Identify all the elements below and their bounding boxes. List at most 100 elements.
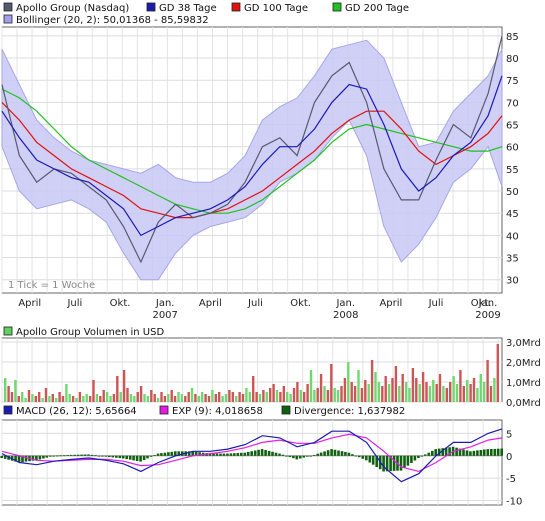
divergence-bar [486, 449, 490, 456]
volume-bar [258, 394, 262, 402]
volume-bar [353, 386, 357, 402]
divergence-bar [406, 455, 410, 466]
volume-bar [496, 344, 499, 402]
volume-bar [75, 398, 78, 402]
volume-bar [411, 368, 415, 402]
volume-bar [241, 394, 245, 402]
y-tick-label: 5 [506, 429, 512, 440]
volume-bar [313, 390, 316, 402]
volume-bar [143, 394, 146, 402]
divergence-bar [226, 453, 229, 456]
x-tick-label: Okt. [290, 298, 311, 309]
volume-bar [184, 396, 187, 402]
volume-bar [316, 388, 319, 402]
volume-bar [31, 394, 34, 402]
divergence-bar [500, 448, 503, 456]
x-tick-label: April [18, 298, 41, 309]
divergence-bar [24, 455, 28, 462]
volume-bar [105, 392, 109, 402]
divergence-bar [38, 455, 42, 460]
divergence-bar [496, 448, 500, 456]
divergence-bar [462, 449, 465, 456]
divergence-bar [413, 455, 417, 461]
volume-bar [279, 392, 282, 402]
divergence-bar [385, 455, 389, 472]
divergence-bar [108, 455, 111, 458]
divergence-bar [330, 449, 333, 456]
volume-bar [381, 386, 384, 402]
volume-bar [370, 360, 374, 402]
volume-bar [330, 364, 333, 402]
volume-bar [88, 396, 92, 402]
volume-bar [92, 380, 95, 402]
divergence-bar [465, 450, 469, 456]
volume-bar [462, 386, 465, 402]
divergence-bar [191, 451, 194, 456]
y-tick-label: 55 [506, 165, 519, 176]
divergence-bar [17, 455, 21, 463]
y-tick-label: 80 [506, 54, 519, 65]
volume-bar [231, 392, 234, 402]
volume-bar [214, 394, 217, 402]
volume-bar [129, 394, 133, 402]
x-tick-label: April [379, 298, 402, 309]
divergence-bar [483, 449, 486, 456]
plot-frame [1, 419, 503, 506]
divergence-bar [257, 449, 260, 456]
y-tick-label: 70 [506, 98, 519, 109]
divergence-bar [292, 455, 295, 459]
volume-bar [61, 396, 65, 402]
volume-bar [319, 374, 323, 402]
divergence-bar [66, 455, 69, 456]
volume-bar [459, 370, 462, 402]
y-tick-label: 75 [506, 76, 519, 87]
volume-bar [173, 396, 177, 402]
divergence-bar [229, 453, 233, 456]
divergence-bar [118, 455, 122, 459]
volume-bar [119, 392, 122, 402]
y-tick-label: 60 [506, 143, 519, 154]
volume-bar [401, 374, 404, 402]
divergence-bar [274, 452, 278, 456]
divergence-bar [271, 451, 274, 456]
divergence-bar [111, 455, 115, 458]
volume-bar [333, 388, 336, 402]
volume-bar [109, 396, 112, 402]
divergence-bar [49, 455, 52, 457]
legend-label: EXP (9): 4,018658 [172, 406, 263, 417]
legend-label: GD 200 Tage [345, 3, 409, 14]
divergence-bar [250, 451, 253, 456]
volume-bar [41, 398, 44, 402]
x-tick-label: Juli [428, 298, 444, 309]
volume-bar [486, 360, 489, 402]
divergence-bar [42, 455, 45, 459]
volume-bar [432, 380, 435, 402]
volume-bar [343, 378, 347, 402]
divergence-bar [354, 455, 358, 457]
volume-bar [126, 388, 129, 402]
volume-bar [306, 384, 309, 402]
volume-bar [65, 384, 68, 402]
volume-bar [421, 372, 425, 402]
volume-bar [180, 394, 184, 402]
volume-bar [136, 392, 139, 402]
volume-bar [347, 362, 350, 402]
volume-bar [187, 392, 190, 402]
divergence-bar [14, 455, 17, 462]
y-tick-label: 0,0Mrd [506, 398, 541, 409]
legend-label: Apollo Group (Nasdaq) [16, 3, 129, 14]
divergence-bar [94, 455, 97, 457]
volume-bar [248, 392, 251, 402]
series-line-macd [1, 428, 503, 483]
x-tick-label: Jan. [335, 298, 355, 309]
divergence-bar [441, 448, 444, 456]
volume-bar [238, 392, 241, 402]
volume-bar [133, 396, 136, 402]
volume-bar [289, 394, 292, 402]
volume-bar [58, 392, 61, 402]
tick-note: 1 Tick = 1 Woche [8, 280, 95, 291]
volume-bar [265, 392, 268, 402]
divergence-bar [264, 450, 267, 456]
divergence-bar [142, 455, 146, 460]
